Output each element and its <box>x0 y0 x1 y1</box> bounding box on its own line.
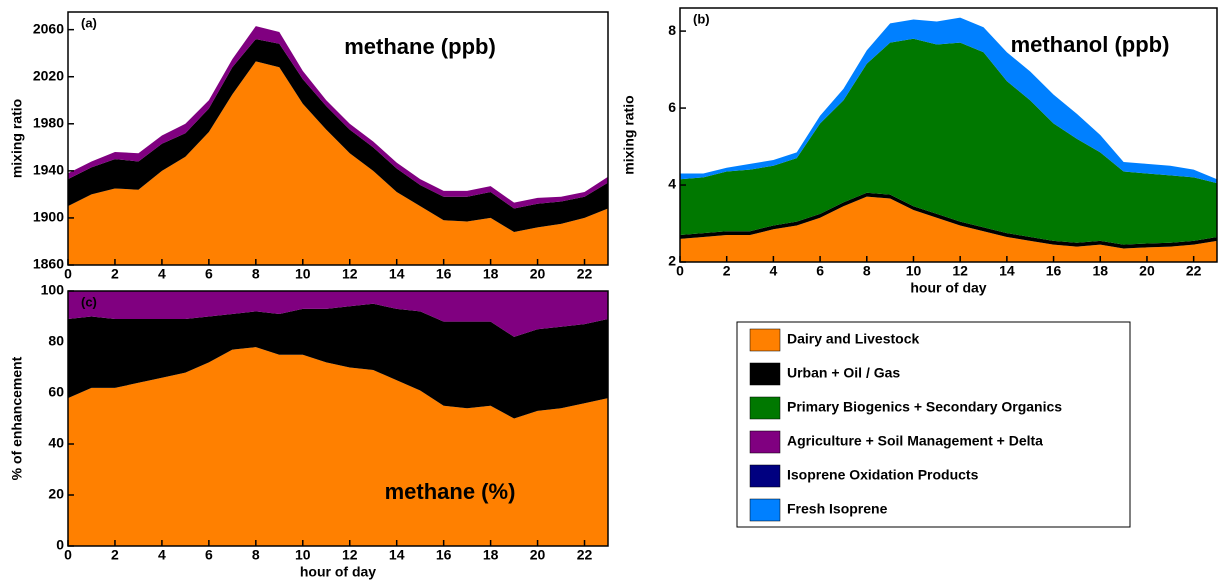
area <box>680 196 1217 262</box>
legend-box <box>736 321 1131 528</box>
x-tick-label: 8 <box>863 263 871 279</box>
y-axis-label: % of enhancement <box>9 356 25 480</box>
area <box>68 39 608 233</box>
x-tick-label: 10 <box>906 263 922 279</box>
x-tick-label: 16 <box>1046 263 1062 279</box>
legend-label: Isoprene Oxidation Products <box>787 467 979 483</box>
y-axis-label: mixing ratio <box>621 95 637 174</box>
area <box>68 347 608 546</box>
legend-swatch <box>749 328 781 352</box>
x-tick-label: 8 <box>252 547 260 563</box>
y-tick-label: 80 <box>48 333 64 349</box>
y-tick-label: 4 <box>668 176 676 192</box>
area <box>68 303 608 419</box>
legend-swatch <box>749 396 781 420</box>
x-tick-label: 18 <box>483 547 499 563</box>
x-tick-label: 22 <box>1186 263 1202 279</box>
annotation: methane (%) <box>385 479 516 504</box>
x-tick-label: 0 <box>64 547 72 563</box>
y-tick-label: 60 <box>48 384 64 400</box>
x-tick-label: 4 <box>769 263 777 279</box>
x-tick-label: 0 <box>64 266 72 282</box>
x-tick-label: 0 <box>676 263 684 279</box>
x-tick-label: 10 <box>295 547 311 563</box>
legend-swatch <box>749 430 781 454</box>
y-tick-label: 6 <box>668 99 676 115</box>
x-tick-label: 20 <box>530 266 546 282</box>
y-tick-label: 2060 <box>33 20 64 36</box>
x-tick-label: 20 <box>530 547 546 563</box>
x-tick-label: 2 <box>111 266 119 282</box>
x-tick-label: 4 <box>158 266 166 282</box>
x-tick-label: 10 <box>295 266 311 282</box>
x-tick-label: 22 <box>577 266 593 282</box>
y-tick-label: 1860 <box>33 256 64 272</box>
plot-frame <box>67 11 609 266</box>
area <box>68 61 608 265</box>
x-axis-label: hour of day <box>300 564 376 580</box>
x-tick-label: 16 <box>436 266 452 282</box>
legend-swatch <box>749 498 781 522</box>
plot-frame <box>679 7 1218 263</box>
y-tick-label: 100 <box>41 282 65 298</box>
annotation: methanol (ppb) <box>1011 32 1170 57</box>
legend-swatch <box>749 362 781 386</box>
y-tick-label: 40 <box>48 435 64 451</box>
x-tick-label: 2 <box>723 263 731 279</box>
y-tick-label: 1940 <box>33 162 64 178</box>
panel-label: (c) <box>81 294 97 309</box>
y-tick-label: 0 <box>56 537 64 553</box>
x-tick-label: 6 <box>816 263 824 279</box>
x-tick-label: 6 <box>205 547 213 563</box>
x-tick-label: 18 <box>1092 263 1108 279</box>
panel-label: (b) <box>693 11 710 26</box>
x-tick-label: 12 <box>342 266 358 282</box>
x-tick-label: 6 <box>205 266 213 282</box>
x-tick-label: 12 <box>952 263 968 279</box>
legend-swatch <box>749 464 781 488</box>
x-tick-label: 18 <box>483 266 499 282</box>
y-axis-label: mixing ratio <box>9 99 25 178</box>
x-tick-label: 22 <box>577 547 593 563</box>
legend-label: Agriculture + Soil Management + Delta <box>787 433 1043 449</box>
y-tick-label: 8 <box>668 22 676 38</box>
x-tick-label: 14 <box>389 547 405 563</box>
area <box>680 192 1217 249</box>
x-tick-label: 20 <box>1139 263 1155 279</box>
x-tick-label: 14 <box>389 266 405 282</box>
y-tick-label: 1980 <box>33 114 64 130</box>
legend-label: Fresh Isoprene <box>787 501 888 517</box>
x-tick-label: 8 <box>252 266 260 282</box>
y-tick-label: 1900 <box>33 209 64 225</box>
area <box>680 38 1217 245</box>
area <box>68 291 608 337</box>
x-tick-label: 4 <box>158 547 166 563</box>
area <box>68 26 608 209</box>
panel-label: (a) <box>81 15 97 30</box>
x-tick-label: 16 <box>436 547 452 563</box>
x-tick-label: 12 <box>342 547 358 563</box>
x-tick-label: 14 <box>999 263 1015 279</box>
plot-frame <box>67 290 609 547</box>
x-axis-label: hour of day <box>910 280 986 296</box>
y-tick-label: 2 <box>668 253 676 269</box>
legend-label: Primary Biogenics + Secondary Organics <box>787 399 1062 415</box>
y-tick-label: 20 <box>48 486 64 502</box>
x-tick-label: 2 <box>111 547 119 563</box>
area <box>680 17 1217 184</box>
annotation: methane (ppb) <box>344 34 496 59</box>
y-tick-label: 2020 <box>33 67 64 83</box>
legend-label: Urban + Oil / Gas <box>787 365 900 381</box>
legend-label: Dairy and Livestock <box>787 331 919 347</box>
